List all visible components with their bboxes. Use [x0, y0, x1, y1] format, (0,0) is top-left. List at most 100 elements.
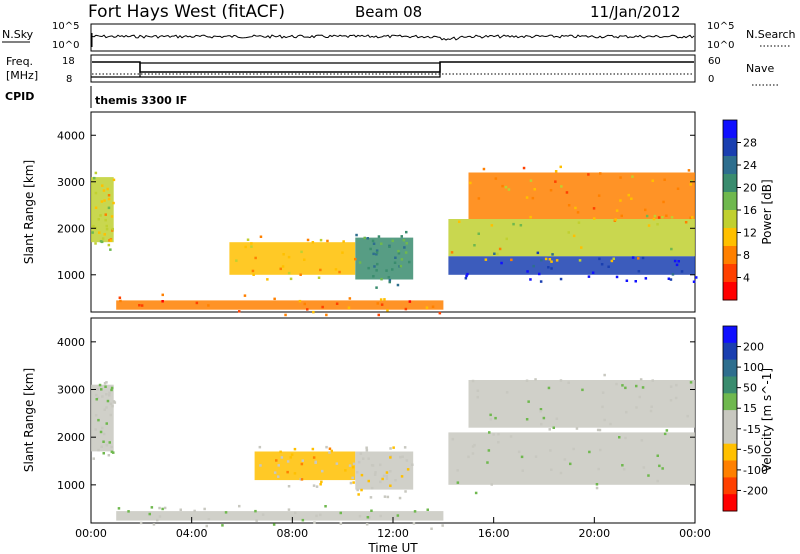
scatter-point [348, 464, 352, 467]
scatter-point [289, 456, 292, 459]
cpid-value: themis 3300 IF [95, 94, 187, 107]
scatter-point [371, 239, 375, 243]
scatter-point [684, 221, 688, 224]
colorbar-segment [723, 120, 737, 139]
scatter-point [102, 452, 105, 455]
scatter-point [319, 513, 322, 517]
x-tick-label: 00:00 [75, 527, 107, 540]
scatter-point [259, 235, 263, 238]
colorbar-frame [722, 325, 738, 512]
scatter-point [109, 239, 113, 242]
scatter-point [94, 428, 97, 431]
scatter-point [107, 206, 111, 210]
scatter-point [250, 242, 253, 245]
scatter-point [360, 488, 363, 492]
scatter-point [272, 523, 276, 526]
scatter-point [469, 181, 472, 185]
scatter-point [630, 197, 633, 200]
scatter-point [369, 496, 373, 499]
scatter-point [569, 462, 572, 466]
x-tick-label: 08:00 [276, 527, 308, 540]
scatter-point [111, 227, 114, 231]
scatter-point [619, 199, 622, 202]
scatter-point [531, 196, 535, 200]
scatter-point [473, 443, 476, 447]
scatter-point [273, 471, 277, 474]
scatter-point [356, 471, 359, 474]
scatter-point [344, 469, 347, 472]
scatter-point [103, 382, 107, 385]
scatter-point [652, 217, 656, 221]
scatter-point [277, 475, 280, 478]
scatter-point [474, 491, 478, 495]
scatter-point [500, 261, 503, 265]
scatter-point [665, 214, 668, 217]
colorbar-tick-label: 8 [743, 249, 750, 262]
scatter-point [639, 378, 643, 381]
scatter-region [254, 451, 356, 481]
scatter-point [301, 459, 304, 462]
scatter-point [596, 428, 600, 432]
scatter-point [97, 218, 100, 221]
scatter-point [254, 509, 257, 513]
scatter-point [539, 408, 543, 411]
scatter-point [280, 456, 284, 459]
scatter-point [389, 456, 392, 459]
scatter-point [380, 242, 383, 245]
scatter-point [375, 269, 378, 272]
colorbar-segment [723, 376, 737, 394]
scatter-point [101, 395, 104, 398]
cpid-label: CPID [5, 90, 34, 103]
scatter-point [619, 176, 622, 179]
scatter-point [540, 258, 543, 262]
colorbar-tick-label: 24 [743, 159, 757, 172]
velocity-y-ticks: 4000 3000 2000 1000 [57, 336, 695, 492]
velocity-cells [91, 373, 695, 530]
scatter-point [203, 507, 206, 511]
scatter-point [578, 259, 582, 262]
scatter-point [326, 239, 329, 243]
scatter-point [105, 227, 109, 231]
scatter-point [638, 395, 641, 399]
scatter-point [287, 485, 291, 488]
scatter-point [547, 386, 551, 390]
scatter-point [451, 437, 455, 441]
scatter-point [139, 521, 143, 525]
colorbar-tick-label: 4 [743, 272, 750, 285]
scatter-point [497, 441, 500, 444]
scatter-point [690, 179, 693, 183]
scatter-point [287, 508, 291, 511]
scatter-point [542, 416, 546, 420]
colorbar-tick-label: -50 [743, 443, 761, 456]
scatter-point [348, 297, 352, 300]
scatter-point [547, 266, 550, 269]
scatter-point [549, 189, 553, 192]
scatter-point [381, 477, 384, 481]
scatter-point [656, 479, 659, 483]
scatter-point [641, 386, 645, 389]
scatter-point [396, 514, 400, 517]
scatter-point [275, 459, 278, 462]
scatter-point [550, 260, 553, 263]
velocity-ylabel: Slant Range [km] [22, 368, 36, 472]
scatter-point [695, 276, 698, 279]
scatter-point [404, 251, 408, 254]
scatter-point [522, 166, 526, 170]
scatter-point [293, 447, 297, 451]
freq-tick-bottom: 8 [66, 74, 72, 85]
colorbar-segment [723, 326, 737, 344]
scatter-point [325, 445, 328, 449]
scatter-point [383, 495, 387, 498]
freq-label: Freq. [6, 55, 33, 68]
y-tick-label: 3000 [57, 384, 85, 397]
scatter-point [670, 216, 674, 219]
colorbar-tick-label: -100 [743, 464, 768, 477]
scatter-point [533, 188, 536, 191]
scatter-point [179, 508, 182, 511]
scatter-point [110, 445, 113, 449]
scatter-point [161, 300, 164, 303]
scatter-point [663, 178, 666, 181]
scatter-point [347, 306, 351, 309]
scatter-point [539, 410, 542, 413]
x-tick-label: 12:00 [377, 527, 409, 540]
